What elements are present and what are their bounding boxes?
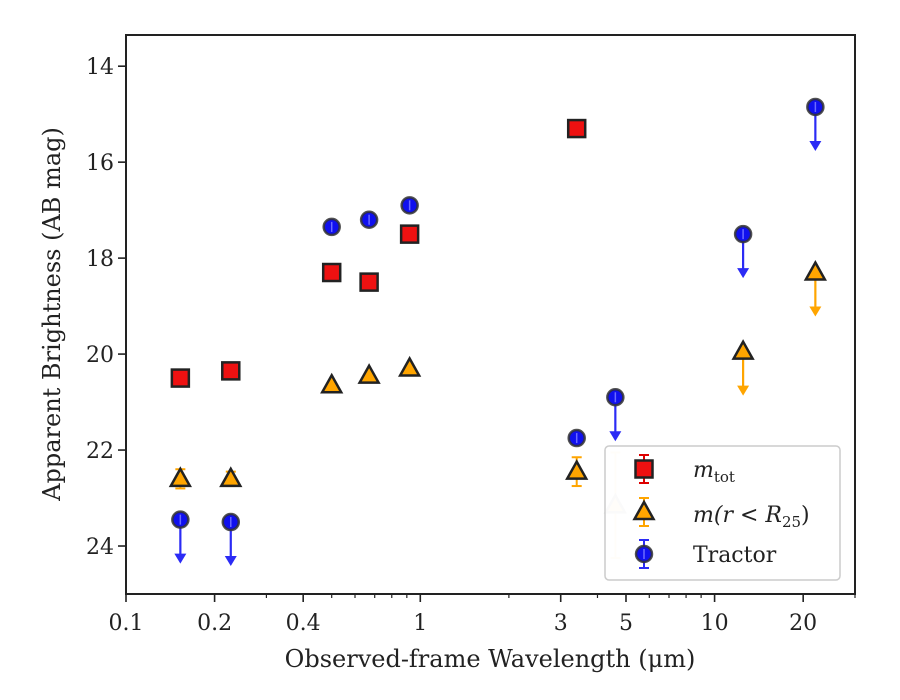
mtot-marker (359, 272, 379, 292)
mr25-upper-limit-arrow-head (737, 385, 750, 396)
mtot-point (321, 262, 342, 283)
tractor-point (806, 97, 825, 151)
y-tick-label: 16 (86, 151, 114, 176)
mr25-marker (168, 466, 192, 488)
mtot-point (221, 361, 241, 381)
y-tick-label: 22 (86, 439, 114, 464)
y-tick-label: 24 (86, 535, 114, 560)
mtot-point (566, 118, 587, 139)
legend-symbol-mr25 (632, 497, 656, 527)
mr25-point (803, 259, 827, 317)
x-tick-label: 0.1 (109, 611, 144, 636)
tractor-point (606, 388, 625, 442)
mtot-point (399, 224, 420, 244)
series-tractor (171, 97, 825, 567)
x-tick-label: 20 (789, 611, 817, 636)
legend-marker (634, 459, 654, 479)
x-axis-label: Observed-frame Wavelength (μm) (285, 645, 696, 673)
mr25-marker (731, 339, 755, 360)
legend-label-mtot-sub: tot (714, 468, 735, 486)
legend-marker (632, 499, 656, 521)
tractor-point (567, 428, 586, 448)
tractor-upper-limit-arrow-head (224, 556, 237, 567)
mr25-marker (357, 363, 381, 384)
mr25-point (357, 363, 381, 384)
x-tick-label: 1 (413, 611, 427, 636)
legend-symbol-tractor (634, 539, 654, 569)
legend-label-tractor: Tractor (693, 543, 777, 568)
y-axis-label: Apparent Brightness (AB mag) (38, 127, 66, 502)
mtot-point (359, 272, 379, 292)
tractor-point (171, 510, 190, 564)
legend-symbols (632, 454, 656, 569)
legend-symbol-mtot (634, 454, 654, 484)
tractor-upper-limit-arrow-head (809, 140, 822, 151)
legend-frame (604, 445, 841, 581)
y-tick-label: 18 (86, 247, 114, 272)
x-axis: 0.1 0.2 0.4 1 3 5 10 20 (109, 594, 856, 636)
mtot-marker (321, 262, 342, 283)
mr25-marker (803, 259, 827, 281)
mtot-point (170, 368, 191, 388)
tractor-upper-limit-arrow-head (737, 268, 750, 279)
mr25-point (398, 355, 422, 377)
tractor-point (322, 217, 341, 237)
mr25-marker (565, 459, 589, 480)
mr25-point (731, 339, 755, 396)
series-mtot (170, 118, 587, 388)
tractor-point (733, 224, 753, 279)
mr25-point (219, 466, 243, 488)
axes-frame (125, 34, 856, 595)
mtot-marker (221, 361, 241, 381)
mr25-point (320, 372, 344, 394)
x-tick-label: 3 (554, 611, 568, 636)
mtot-marker (170, 368, 191, 388)
legend-label-mtot: mtot (693, 458, 735, 486)
mr25-point (168, 466, 192, 490)
tractor-point (359, 210, 379, 229)
x-tick-label: 5 (619, 611, 633, 636)
tractor-point (221, 512, 241, 567)
legend-label-mtot-main: m (693, 458, 714, 483)
legend: mtot m(r < R25) Tractor (604, 445, 841, 581)
y-tick-label: 14 (86, 55, 114, 80)
mr25-upper-limit-arrow-head (809, 306, 822, 317)
tractor-point (400, 196, 419, 215)
legend-label-mr25: m(r < R25) (693, 503, 810, 531)
legend-label-mr25-tail: ) (801, 503, 810, 528)
mr25-marker (398, 355, 422, 377)
y-axis: 14 16 18 20 22 24 (86, 55, 126, 560)
y-tick-label: 20 (86, 343, 114, 368)
mr25-marker (320, 372, 344, 394)
tractor-upper-limit-arrow-head (609, 431, 622, 442)
tractor-upper-limit-arrow-head (174, 553, 187, 564)
x-tick-label: 0.4 (286, 611, 321, 636)
mr25-point (565, 456, 589, 488)
mr25-marker (219, 466, 243, 488)
legend-label-mr25-sub: 25 (782, 513, 801, 531)
mtot-marker (566, 118, 587, 139)
legend-label-mr25-main: m(r < R (693, 503, 782, 528)
mtot-marker (399, 224, 420, 244)
x-tick-label: 10 (701, 611, 729, 636)
x-tick-label: 0.2 (197, 611, 232, 636)
